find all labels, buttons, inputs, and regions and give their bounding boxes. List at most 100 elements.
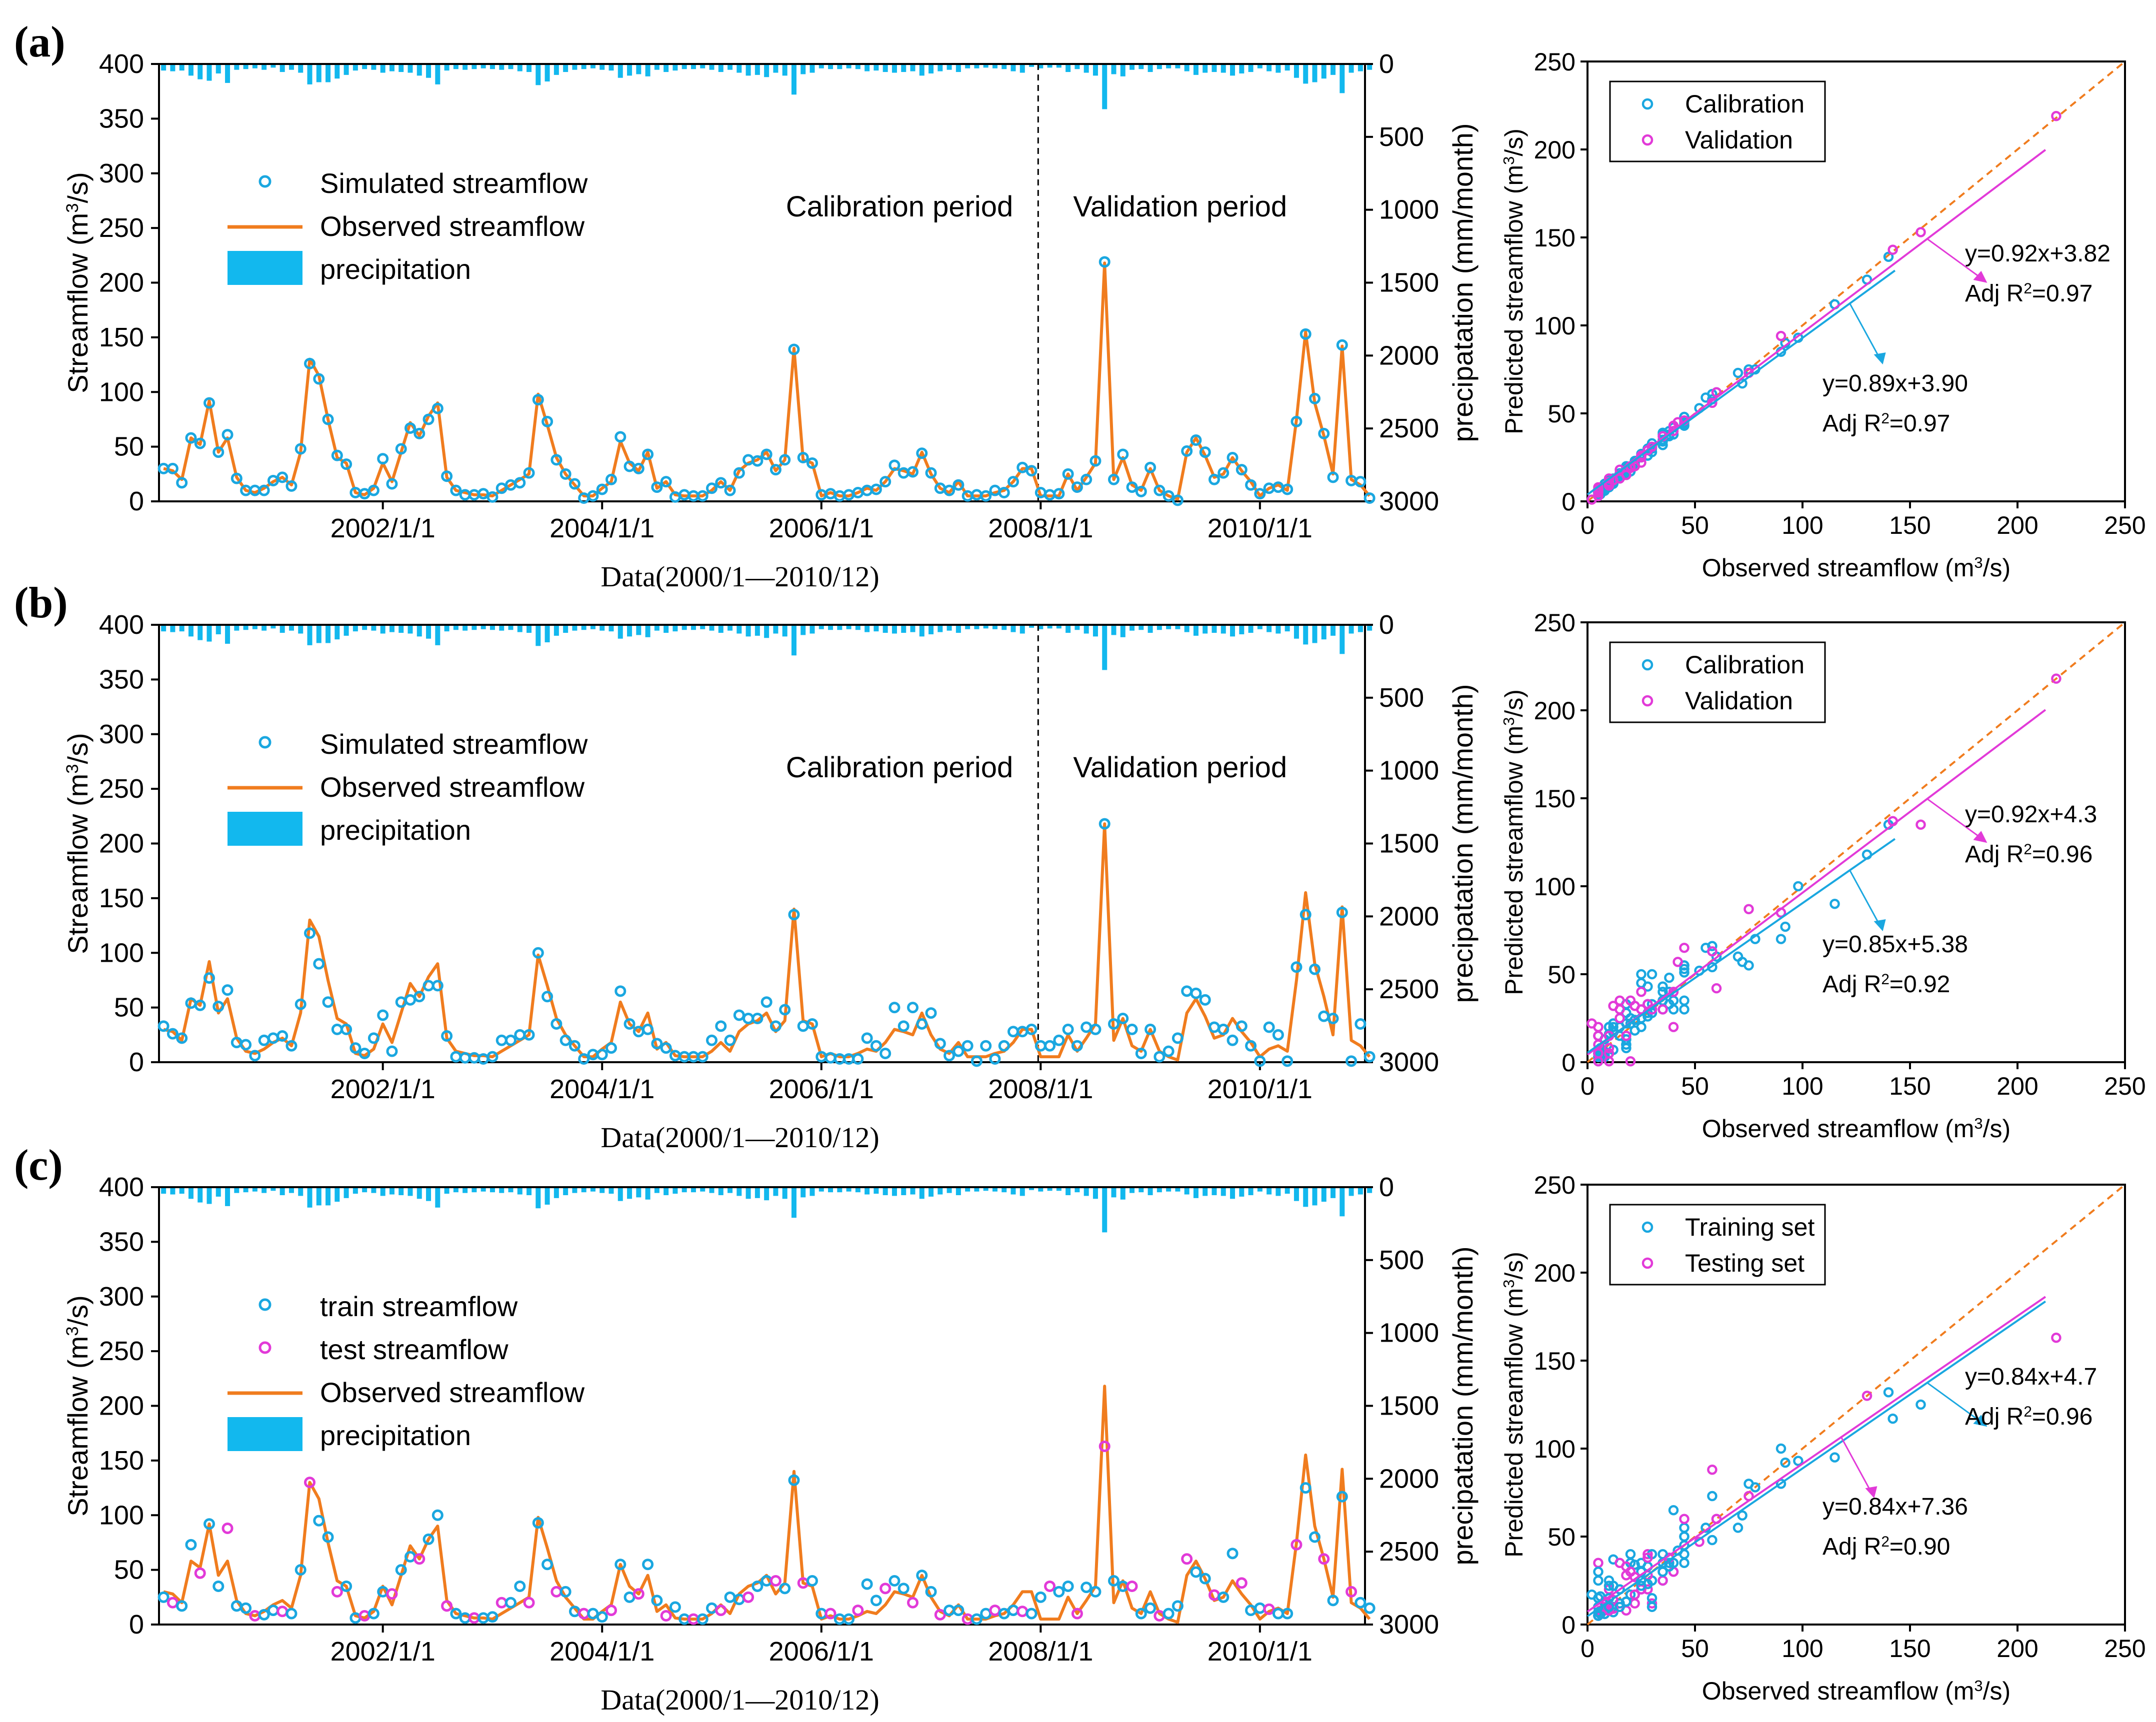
legend-label: train streamflow [320,1291,518,1322]
simulated-point [450,1608,462,1620]
scatter-ytick-label: 0 [1562,488,1576,516]
precip-bar [1202,1187,1208,1196]
simulated-point [294,998,306,1010]
precip-bar [426,64,432,78]
precip-bar [810,625,815,634]
precip-bar [188,625,194,637]
precip-bar [508,64,514,69]
precip-bar [581,1187,586,1193]
simulated-point [752,1580,764,1592]
legend-marker-swatch [258,1341,272,1354]
simulated-point [660,476,672,488]
simulated-point [1300,328,1312,340]
precip-bar [307,625,312,645]
scatter-legend-box [1609,80,1826,162]
scatter-ytick-label: 150 [1534,785,1576,813]
precip-bar [298,64,304,73]
scatter-point [1862,1391,1872,1401]
simulated-point [916,1570,928,1582]
y2tick-label: 1500 [1379,1391,1439,1421]
simulated-point [1336,339,1348,351]
precip-bar [590,1187,596,1192]
precip-bar [243,625,248,630]
precip-bar [252,1187,258,1192]
fit2-r2: Adj R2=0.90 [1822,1534,1950,1561]
simulated-point [158,1020,170,1032]
simulated-point [1190,987,1202,999]
scatter-point [1636,1022,1646,1032]
simulated-point [1272,1029,1284,1041]
scatter-axes-box [1586,1184,2126,1626]
simulated-point [706,482,718,494]
simulated-point [642,1023,654,1035]
precip-bar [371,64,376,70]
simulated-point [587,490,599,502]
precip-bar [408,625,413,634]
precip-bar [408,64,413,73]
precip-bar [262,1187,267,1193]
precip-bar [563,625,568,633]
precip-bar [1020,64,1025,73]
precip-bar [170,625,176,632]
precip-bar [554,1187,559,1198]
ytick-label: 400 [99,610,144,640]
precip-bar [298,1187,304,1196]
precip-bar [919,64,924,76]
precip-bar [389,625,394,632]
scatter-point [1636,457,1646,468]
y2tick-label: 1000 [1379,195,1439,225]
simulated-point [752,455,764,467]
scatter-panel: 00 50 50 100 100 150 150 200 200 250 250 Observed s… [1500,1171,2146,1705]
one-to-one-line [1586,60,2126,502]
simulated-point [1098,1440,1110,1452]
precip-bar [1175,625,1180,629]
scatter-panel: 00 50 50 100 100 150 150 200 200 250 250 Observed s… [1500,48,2146,582]
simulated-point [414,1553,426,1565]
scatter-xtick-label: 50 [1681,1072,1709,1100]
simulated-point [660,1042,672,1054]
fit1-r2: Adj R2=0.97 [1965,280,2092,307]
precip-bar [499,64,504,70]
simulated-point [651,1595,663,1607]
precip-bar [416,625,422,637]
precip-bar [1367,1187,1372,1193]
simulated-point [514,1580,526,1592]
precip-bar [1321,625,1326,640]
scatter-point [1776,934,1786,944]
y2tick-label: 0 [1379,610,1394,640]
precip-bar [700,625,706,629]
precip-bar [1084,1187,1089,1196]
scatter-point [1830,1452,1840,1463]
precip-bar [901,64,906,72]
calibration-period-label: Calibration period [786,190,1014,223]
simulated-point [1309,392,1320,404]
precip-bar [188,64,194,76]
scatter-point [1625,1056,1636,1067]
scatter-point [2051,110,2062,121]
scatter-point [1604,1605,1614,1616]
scatter-point [1608,1595,1618,1605]
precip-bar [326,64,331,82]
simulated-point [486,1611,498,1623]
precip-bar [664,64,669,72]
precip-bar [718,64,724,72]
ts-xlabel: Data(2000/1—2010/12) [600,1121,879,1154]
precip-bar [709,625,714,631]
precip-bar [1166,1187,1172,1192]
simulated-point [962,1040,974,1052]
precip-bar [764,625,770,638]
y2tick-label: 3000 [1379,486,1439,516]
simulated-point [1135,1608,1147,1620]
ytick-label: 0 [129,1047,144,1077]
simulated-point [606,1605,617,1617]
precip-bar [608,625,614,632]
precip-bar [1029,64,1034,67]
simulated-point [1199,994,1211,1006]
fit1-r2: Adj R2=0.96 [1965,841,2092,868]
simulated-point [322,996,334,1008]
simulated-point [432,1509,444,1521]
precip-bar [974,1187,980,1192]
precip-bar [764,64,770,77]
precip-bar [1266,625,1272,632]
